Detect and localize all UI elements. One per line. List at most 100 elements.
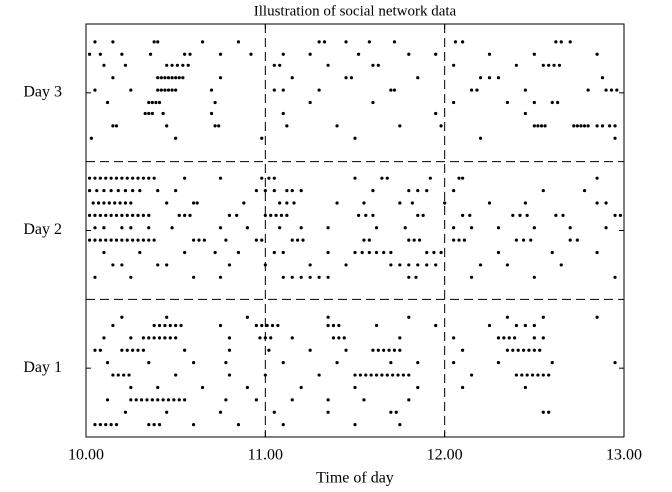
event-dot	[285, 201, 289, 205]
event-dot	[475, 88, 479, 92]
event-dot	[536, 124, 540, 128]
event-dot	[163, 88, 167, 92]
event-dot	[235, 213, 239, 217]
event-dot	[425, 263, 429, 267]
event-dot	[568, 40, 572, 44]
event-dot	[461, 385, 465, 390]
event-dot	[618, 213, 623, 217]
event-dot	[209, 111, 214, 116]
event-dot	[322, 40, 327, 44]
event-dot	[147, 100, 151, 105]
event-dot	[461, 213, 465, 217]
event-dot	[550, 361, 554, 365]
event-dot	[200, 40, 205, 44]
event-dot	[102, 226, 106, 230]
event-dot	[398, 201, 402, 205]
event-dot	[129, 385, 133, 390]
event-dot	[272, 63, 276, 67]
event-dot	[98, 348, 102, 352]
event-dot	[453, 40, 458, 44]
event-dot	[168, 336, 172, 340]
event-dot	[331, 336, 336, 340]
event-dot	[227, 213, 232, 217]
event-dot	[568, 238, 572, 242]
event-dot	[163, 323, 167, 328]
event-dot	[514, 373, 519, 377]
event-dot	[150, 111, 154, 116]
event-dot	[613, 275, 617, 279]
event-dot	[260, 323, 264, 328]
event-dot	[407, 373, 411, 377]
event-dot	[111, 124, 115, 128]
event-dot	[568, 226, 572, 230]
event-dot	[416, 385, 420, 390]
event-dot	[166, 76, 171, 80]
event-dot	[114, 124, 119, 128]
event-dot	[236, 423, 241, 427]
event-dot	[398, 263, 402, 267]
event-dot	[613, 124, 617, 128]
event-dot	[421, 213, 425, 217]
event-dot	[337, 336, 341, 340]
event-dot	[308, 275, 312, 279]
event-dot	[109, 213, 113, 217]
event-dot	[120, 226, 124, 230]
event-dot	[93, 213, 97, 217]
event-dot	[326, 275, 330, 279]
event-dot	[326, 410, 330, 414]
event-dot	[344, 40, 348, 44]
event-dot	[389, 410, 393, 414]
event-dot	[236, 40, 241, 44]
event-dot	[141, 348, 145, 352]
event-dot	[575, 124, 579, 128]
event-dot	[281, 361, 285, 365]
event-dot	[608, 124, 612, 128]
event-dot	[156, 263, 160, 267]
event-dot	[407, 238, 411, 242]
event-dot	[505, 263, 510, 267]
event-dot	[129, 275, 133, 279]
event-dot	[469, 373, 474, 377]
event-dot	[398, 423, 402, 427]
event-dot	[134, 398, 138, 402]
event-dot	[299, 226, 303, 230]
event-dot	[136, 176, 140, 180]
event-dot	[507, 336, 511, 340]
event-dot	[496, 361, 501, 365]
event-dot	[414, 275, 418, 279]
event-dot	[202, 238, 206, 242]
event-dot	[254, 188, 258, 193]
event-dot	[263, 336, 267, 340]
event-dot	[96, 201, 101, 205]
event-dot	[317, 373, 321, 377]
event-dot	[152, 423, 156, 427]
event-dot	[604, 201, 608, 205]
chart-title: Illustration of social network data	[254, 3, 457, 19]
event-dot	[267, 348, 271, 352]
event-dot	[125, 176, 129, 180]
event-dot	[374, 323, 379, 328]
event-dot	[308, 100, 312, 105]
event-dot	[147, 336, 151, 340]
event-dot	[263, 188, 267, 193]
event-dot	[98, 238, 102, 242]
event-dot	[104, 423, 108, 427]
event-dot	[109, 176, 113, 180]
event-dot	[165, 410, 169, 414]
event-dot	[147, 423, 151, 427]
event-dot	[389, 361, 393, 365]
event-dot	[141, 336, 145, 340]
event-dot	[156, 398, 160, 402]
event-dot	[514, 63, 519, 67]
event-dot	[166, 398, 171, 402]
event-dot	[213, 250, 217, 255]
event-dot	[136, 213, 140, 217]
event-dot	[561, 213, 565, 217]
event-dot	[114, 238, 119, 242]
event-dot	[337, 323, 341, 328]
event-dot	[105, 361, 110, 365]
event-dot	[582, 188, 587, 193]
event-dot	[371, 348, 375, 352]
event-dot	[398, 336, 402, 340]
event-dot	[353, 250, 357, 255]
